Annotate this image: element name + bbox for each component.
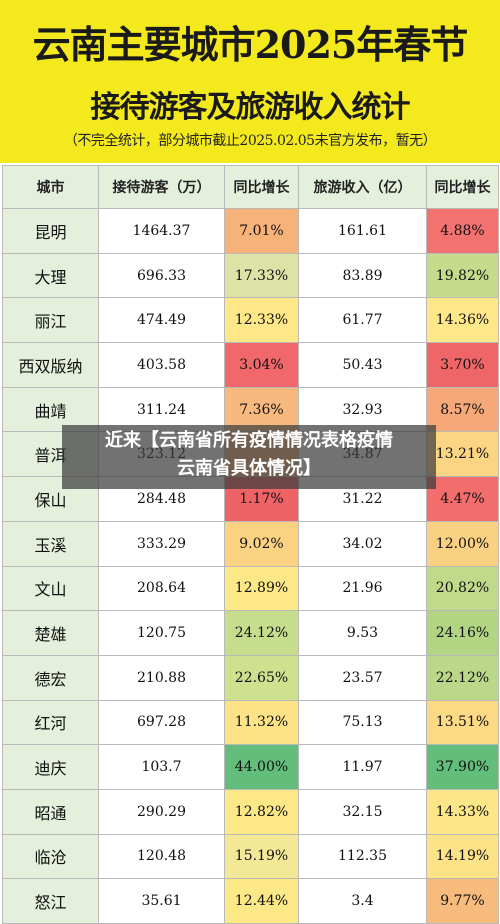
table-row: 大理 696.33 17.33% 83.89 19.82%	[2, 252, 499, 299]
header-visitors: 接待游客（万）	[98, 165, 225, 209]
cell-visitors: 333.29	[98, 520, 225, 567]
cell-city: 玉溪	[2, 520, 99, 567]
cell-revenue-growth: 22.12%	[426, 654, 499, 701]
cell-visitors: 103.7	[98, 744, 225, 790]
cell-revenue: 50.43	[298, 342, 427, 388]
cell-visitors: 290.29	[98, 788, 225, 835]
caption-line-1: 近来【云南省所有疫情情况表格疫情	[105, 430, 393, 451]
cell-visitors: 35.61	[98, 878, 225, 924]
cell-revenue: 3.4	[298, 878, 427, 924]
caption-line-2: 云南省具体情况】	[177, 458, 321, 479]
cell-revenue: 161.61	[298, 208, 427, 254]
cell-visitors: 120.48	[98, 833, 225, 880]
table-row: 迪庆 103.7 44.00% 11.97 37.90%	[2, 744, 499, 790]
cell-visitors: 210.88	[98, 654, 225, 701]
table-row: 昆明 1464.37 7.01% 161.61 4.88%	[2, 208, 499, 254]
page-subtitle: 接待游客及旅游收入统计	[90, 90, 411, 125]
cell-revenue: 32.15	[298, 788, 427, 835]
title-note: （不完全统计，部分城市截止2025.02.05未官方发布，暂无）	[63, 133, 437, 149]
table-header-row: 城市 接待游客（万） 同比增长 旅游收入（亿） 同比增长	[2, 165, 499, 209]
table-row: 临沧 120.48 15.19% 112.35 14.19%	[2, 833, 499, 880]
header-revenue-growth: 同比增长	[426, 165, 499, 209]
cell-revenue: 75.13	[298, 699, 427, 746]
cell-visitors: 208.64	[98, 565, 225, 612]
cell-revenue: 23.57	[298, 654, 427, 701]
table-row: 红河 697.28 11.32% 75.13 13.51%	[2, 699, 499, 746]
stats-table: 城市 接待游客（万） 同比增长 旅游收入（亿） 同比增长 昆明 1464.37 7.…	[2, 165, 499, 924]
cell-visitors: 403.58	[98, 342, 225, 388]
table-row: 怒江 35.61 12.44% 3.4 9.77%	[2, 878, 499, 924]
title-banner: 云南主要城市2025年春节 接待游客及旅游收入统计 （不完全统计，部分城市截止2…	[0, 0, 500, 163]
cell-revenue-growth: 20.82%	[426, 565, 499, 612]
cell-visitor-growth: 17.33%	[224, 252, 299, 299]
cell-revenue: 112.35	[298, 833, 427, 880]
header-city: 城市	[2, 165, 99, 209]
table-row: 文山 208.64 12.89% 21.96 20.82%	[2, 565, 499, 612]
cell-revenue-growth: 14.19%	[426, 833, 499, 880]
cell-visitor-growth: 22.65%	[224, 654, 299, 701]
cell-revenue-growth: 13.51%	[426, 699, 499, 746]
cell-revenue-growth: 14.36%	[426, 297, 499, 344]
cell-city: 西双版纳	[2, 342, 99, 388]
cell-city: 昆明	[2, 208, 99, 254]
header-revenue: 旅游收入（亿）	[298, 165, 427, 209]
cell-visitor-growth: 3.04%	[224, 342, 299, 388]
cell-visitor-growth: 7.01%	[224, 208, 299, 254]
cell-visitors: 697.28	[98, 699, 225, 746]
cell-revenue-growth: 24.16%	[426, 610, 499, 656]
cell-revenue-growth: 8.57%	[426, 386, 499, 433]
caption-overlay	[62, 425, 436, 489]
cell-revenue: 34.02	[298, 520, 427, 567]
cell-visitor-growth: 12.82%	[224, 788, 299, 835]
table-row: 丽江 474.49 12.33% 61.77 14.36%	[2, 297, 499, 344]
cell-revenue-growth: 3.70%	[426, 342, 499, 388]
header-visitor-growth: 同比增长	[224, 165, 299, 209]
table-row: 玉溪 333.29 9.02% 34.02 12.00%	[2, 520, 499, 567]
cell-revenue: 21.96	[298, 565, 427, 612]
cell-city: 红河	[2, 699, 99, 746]
cell-revenue-growth: 13.21%	[426, 431, 499, 478]
cell-visitors: 1464.37	[98, 208, 225, 254]
cell-visitors: 120.75	[98, 610, 225, 656]
cell-city: 丽江	[2, 297, 99, 344]
table-row: 德宏 210.88 22.65% 23.57 22.12%	[2, 654, 499, 701]
page-title: 云南主要城市2025年春节	[32, 22, 469, 67]
cell-city: 曲靖	[2, 386, 99, 433]
table-row: 西双版纳 403.58 3.04% 50.43 3.70%	[2, 342, 499, 388]
cell-revenue-growth: 12.00%	[426, 520, 499, 567]
cell-city: 德宏	[2, 654, 99, 701]
cell-city: 文山	[2, 565, 99, 612]
cell-revenue: 11.97	[298, 744, 427, 790]
cell-revenue-growth: 19.82%	[426, 252, 499, 299]
caption-overlay-text: 近来【云南省所有疫情情况表格疫情 云南省具体情况】	[62, 427, 436, 483]
cell-revenue: 32.93	[298, 386, 427, 433]
table-row: 曲靖 311.24 7.36% 32.93 8.57%	[2, 386, 499, 433]
cell-revenue-growth: 4.47%	[426, 476, 499, 522]
cell-visitor-growth: 12.89%	[224, 565, 299, 612]
cell-visitors: 696.33	[98, 252, 225, 299]
table-row: 昭通 290.29 12.82% 32.15 14.33%	[2, 788, 499, 835]
cell-city: 迪庆	[2, 744, 99, 790]
cell-visitors: 474.49	[98, 297, 225, 344]
cell-visitor-growth: 12.33%	[224, 297, 299, 344]
cell-visitor-growth: 15.19%	[224, 833, 299, 880]
cell-visitor-growth: 24.12%	[224, 610, 299, 656]
cell-revenue: 61.77	[298, 297, 427, 344]
cell-city: 怒江	[2, 878, 99, 924]
cell-city: 大理	[2, 252, 99, 299]
cell-revenue: 9.53	[298, 610, 427, 656]
table-row: 楚雄 120.75 24.12% 9.53 24.16%	[2, 610, 499, 656]
cell-city: 临沧	[2, 833, 99, 880]
cell-visitor-growth: 9.02%	[224, 520, 299, 567]
cell-visitor-growth: 11.32%	[224, 699, 299, 746]
cell-city: 楚雄	[2, 610, 99, 656]
cell-revenue-growth: 14.33%	[426, 788, 499, 835]
cell-city: 昭通	[2, 788, 99, 835]
cell-revenue-growth: 4.88%	[426, 208, 499, 254]
cell-revenue-growth: 9.77%	[426, 878, 499, 924]
cell-revenue: 83.89	[298, 252, 427, 299]
cell-revenue-growth: 37.90%	[426, 744, 499, 790]
cell-visitor-growth: 12.44%	[224, 878, 299, 924]
cell-visitor-growth: 44.00%	[224, 744, 299, 790]
